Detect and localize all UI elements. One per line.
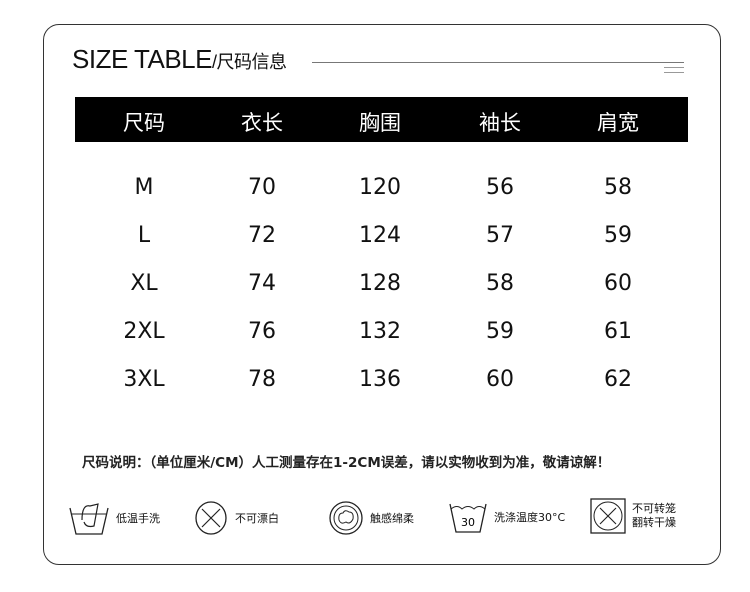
care-item: 不可漂白 — [193, 500, 279, 536]
table-cell: 2XL — [123, 319, 165, 344]
table-cell: 74 — [248, 271, 276, 296]
care-label: 低温手洗 — [116, 512, 160, 525]
table-cell: 58 — [604, 175, 632, 200]
care-item: 触感绵柔 — [328, 500, 414, 536]
table-row: XL 74 128 58 60 — [0, 271, 750, 301]
table-cell: 72 — [248, 223, 276, 248]
table-cell: 3XL — [123, 367, 165, 392]
column-header: 胸围 — [359, 111, 401, 135]
no-bleach-icon — [195, 501, 227, 535]
column-header: 肩宽 — [597, 111, 639, 135]
table-cell: 60 — [604, 271, 632, 296]
table-cell: 128 — [359, 271, 401, 296]
care-label: 触感绵柔 — [370, 512, 414, 525]
page-title: SIZE TABLE/尺码信息 — [72, 44, 287, 75]
column-header: 衣长 — [241, 111, 283, 135]
table-row: 2XL 76 132 59 61 — [0, 319, 750, 349]
divider — [312, 62, 684, 63]
wash-temp: 30 — [461, 516, 475, 529]
table-row: M 70 120 56 58 — [0, 175, 750, 205]
table-cell: 70 — [248, 175, 276, 200]
wash-30-icon: 30 — [449, 503, 487, 533]
table-cell: L — [137, 223, 151, 248]
size-card — [43, 24, 721, 565]
divider-accent — [664, 67, 684, 73]
care-item: 不可转笼 翻转干燥 — [590, 498, 676, 534]
no-tumble-dry-icon — [590, 498, 626, 534]
column-header: 袖长 — [479, 111, 521, 135]
table-cell: 56 — [486, 175, 514, 200]
size-note: 尺码说明：（单位厘米/CM）人工测量存在1-2CM误差，请以实物收到为准，敬请谅… — [82, 455, 611, 471]
table-cell: M — [134, 175, 154, 200]
table-cell: 58 — [486, 271, 514, 296]
care-label: 翻转干燥 — [632, 516, 676, 529]
table-cell: 76 — [248, 319, 276, 344]
care-label: 洗涤温度30°C — [494, 511, 566, 524]
table-cell: 57 — [486, 223, 514, 248]
column-header: 尺码 — [123, 111, 165, 135]
table-cell: 59 — [486, 319, 514, 344]
table-header: 尺码 衣长 胸围 袖长 肩宽 — [75, 97, 688, 142]
table-cell: 124 — [359, 223, 401, 248]
table-row: 3XL 78 136 60 62 — [0, 367, 750, 397]
table-cell: 62 — [604, 367, 632, 392]
hand-wash-icon — [69, 503, 109, 535]
table-row: L 72 124 57 59 — [0, 223, 750, 253]
table-cell: 60 — [486, 367, 514, 392]
table-cell: 136 — [359, 367, 401, 392]
table-cell: XL — [130, 271, 158, 296]
care-item: 30 洗涤温度30°C — [448, 500, 565, 534]
table-cell: 132 — [359, 319, 401, 344]
care-item: 低温手洗 — [68, 500, 160, 536]
table-cell: 78 — [248, 367, 276, 392]
table-cell: 59 — [604, 223, 632, 248]
care-label: 不可漂白 — [235, 512, 279, 525]
cotton-icon — [329, 501, 363, 535]
table-cell: 120 — [359, 175, 401, 200]
title-sub: /尺码信息 — [211, 52, 287, 72]
care-label: 不可转笼 — [632, 502, 676, 515]
table-cell: 61 — [604, 319, 632, 344]
title-main: SIZE TABLE — [72, 44, 212, 74]
